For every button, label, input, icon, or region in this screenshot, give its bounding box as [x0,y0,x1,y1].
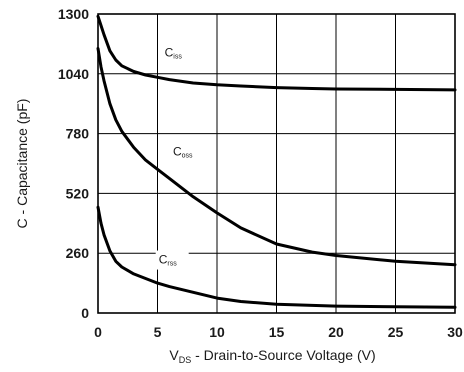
plot-frame [97,13,456,314]
y-axis-label: C - Capacitance (pF) [14,99,30,229]
x-axis-label-subscript: DS [179,355,192,365]
x-tick-label: 30 [447,324,463,340]
y-tick-label: 1040 [58,66,89,82]
y-tick-label: 780 [66,126,90,142]
x-axis-label: VDS - Drain-to-Source Voltage (V) [169,347,375,365]
y-tick-label: 0 [81,305,89,321]
x-tick-label: 10 [209,324,225,340]
x-axis-label-main: V [169,347,179,363]
y-tick-label: 520 [66,185,90,201]
curve-label-background [161,43,195,63]
curve-label-background [169,142,203,162]
y-tick-label: 260 [66,245,90,261]
series-line-crss [96,205,457,309]
curve-label-subscript: iss [173,54,182,61]
series-line-ciss [96,14,457,92]
curve-label-background [155,250,189,270]
curve-label-main: C [159,253,168,267]
x-tick-label: 5 [154,324,162,340]
curve-label-ciss: Ciss [165,46,183,61]
x-axis-label-rest: - Drain-to-Source Voltage (V) [191,347,375,363]
y-tick-labels: 0 260 520 780 1040 1300 [58,6,89,321]
x-tick-label: 0 [94,324,102,340]
curve-label-subscript: oss [182,152,193,159]
x-tick-label: 15 [269,324,285,340]
y-tick-label: 1300 [58,6,89,22]
x-tick-label: 20 [328,324,344,340]
curve-label-coss: Coss [173,144,193,159]
curve-label-main: C [165,46,174,60]
curve-label-subscript: rss [167,261,177,268]
curve-label-main: C [173,144,182,158]
curve-label-crss: Crss [159,253,178,268]
x-tick-labels: 0 5 10 15 20 25 30 [94,324,463,340]
x-tick-label: 25 [388,324,404,340]
series-lines [96,14,457,309]
series-line-coss [96,47,457,267]
